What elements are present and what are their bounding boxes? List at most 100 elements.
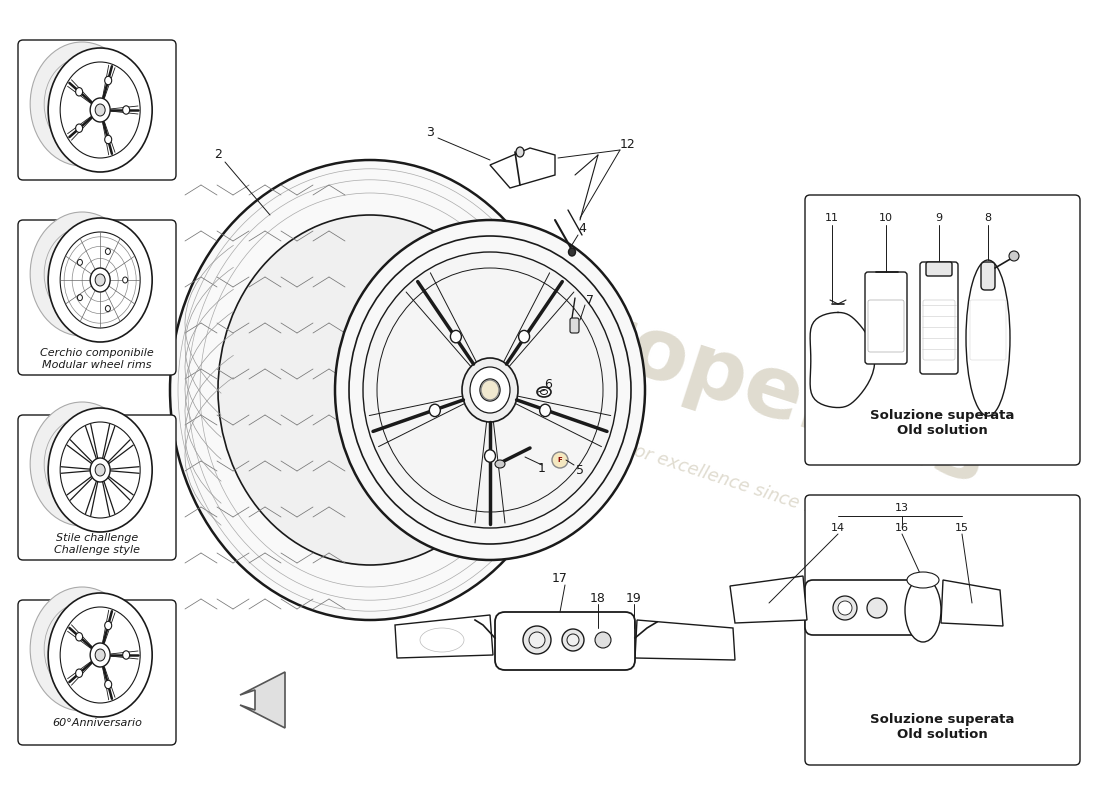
Ellipse shape — [363, 252, 617, 528]
Ellipse shape — [104, 76, 112, 85]
Text: 10: 10 — [879, 213, 893, 223]
Ellipse shape — [77, 259, 82, 266]
Ellipse shape — [529, 632, 544, 648]
Ellipse shape — [60, 607, 140, 703]
Polygon shape — [395, 615, 493, 658]
Ellipse shape — [44, 418, 120, 510]
Text: 16: 16 — [895, 523, 909, 533]
Ellipse shape — [123, 651, 130, 659]
Ellipse shape — [90, 643, 110, 667]
Ellipse shape — [495, 460, 505, 468]
Ellipse shape — [60, 62, 140, 158]
Ellipse shape — [60, 232, 140, 328]
Ellipse shape — [1009, 251, 1019, 261]
Text: Soluzione superata
Old solution: Soluzione superata Old solution — [870, 409, 1014, 437]
Text: 13: 13 — [895, 503, 909, 513]
Ellipse shape — [90, 268, 110, 292]
FancyBboxPatch shape — [570, 318, 579, 333]
FancyBboxPatch shape — [926, 262, 952, 276]
FancyBboxPatch shape — [495, 612, 635, 670]
Polygon shape — [810, 313, 875, 407]
Ellipse shape — [77, 294, 82, 301]
Ellipse shape — [905, 578, 940, 642]
Text: Stile challenge
Challenge style: Stile challenge Challenge style — [54, 533, 140, 554]
Polygon shape — [240, 672, 285, 728]
Ellipse shape — [518, 330, 529, 343]
FancyBboxPatch shape — [865, 272, 907, 364]
Ellipse shape — [30, 587, 134, 711]
Ellipse shape — [480, 379, 501, 401]
Ellipse shape — [522, 626, 551, 654]
Text: 5: 5 — [576, 463, 584, 477]
FancyBboxPatch shape — [805, 195, 1080, 465]
Ellipse shape — [833, 596, 857, 620]
Text: 19: 19 — [626, 591, 642, 605]
Ellipse shape — [484, 450, 495, 462]
Ellipse shape — [76, 87, 82, 96]
Ellipse shape — [104, 622, 112, 630]
FancyBboxPatch shape — [805, 495, 1080, 765]
Text: 4: 4 — [579, 222, 586, 234]
Ellipse shape — [966, 260, 1010, 416]
Ellipse shape — [838, 601, 853, 615]
Ellipse shape — [462, 358, 518, 422]
Ellipse shape — [470, 367, 510, 413]
Ellipse shape — [90, 458, 110, 482]
Ellipse shape — [106, 306, 110, 311]
FancyBboxPatch shape — [805, 580, 925, 635]
Text: Cerchio componibile
Modular wheel rims: Cerchio componibile Modular wheel rims — [40, 348, 154, 370]
Ellipse shape — [540, 404, 551, 417]
FancyBboxPatch shape — [18, 600, 176, 745]
Ellipse shape — [552, 452, 568, 468]
Ellipse shape — [48, 593, 152, 717]
Ellipse shape — [106, 249, 110, 254]
Text: 3: 3 — [426, 126, 433, 138]
Ellipse shape — [44, 228, 120, 320]
Text: a passion for excellence since 1985: a passion for excellence since 1985 — [539, 412, 851, 528]
Text: 17: 17 — [552, 571, 568, 585]
Ellipse shape — [76, 124, 82, 133]
Ellipse shape — [30, 212, 134, 336]
Ellipse shape — [562, 629, 584, 651]
Polygon shape — [490, 148, 556, 188]
Ellipse shape — [595, 632, 610, 648]
Ellipse shape — [566, 634, 579, 646]
Polygon shape — [940, 580, 1003, 626]
Ellipse shape — [170, 160, 570, 620]
FancyBboxPatch shape — [18, 415, 176, 560]
Ellipse shape — [96, 649, 106, 661]
Ellipse shape — [516, 147, 524, 157]
Text: 7: 7 — [586, 294, 594, 306]
Ellipse shape — [48, 48, 152, 172]
Ellipse shape — [60, 422, 140, 518]
FancyBboxPatch shape — [18, 40, 176, 180]
Ellipse shape — [48, 408, 152, 532]
Text: 15: 15 — [955, 523, 969, 533]
Ellipse shape — [30, 402, 134, 526]
Ellipse shape — [96, 104, 106, 116]
Ellipse shape — [44, 603, 120, 695]
FancyBboxPatch shape — [920, 262, 958, 374]
Text: 18: 18 — [590, 591, 606, 605]
Ellipse shape — [90, 98, 110, 122]
Text: 1: 1 — [538, 462, 546, 474]
Ellipse shape — [429, 404, 440, 417]
Polygon shape — [635, 620, 735, 660]
Ellipse shape — [96, 464, 106, 476]
Text: 8: 8 — [984, 213, 991, 223]
Ellipse shape — [48, 218, 152, 342]
Ellipse shape — [76, 669, 82, 678]
Text: 60°Anniversario: 60°Anniversario — [52, 718, 142, 728]
Text: F: F — [558, 457, 562, 463]
Ellipse shape — [30, 42, 134, 166]
Text: 2: 2 — [214, 149, 222, 162]
Ellipse shape — [336, 220, 645, 560]
Text: 9: 9 — [935, 213, 943, 223]
Ellipse shape — [537, 387, 551, 397]
FancyBboxPatch shape — [18, 220, 176, 375]
Ellipse shape — [44, 58, 120, 150]
Text: 11: 11 — [825, 213, 839, 223]
Ellipse shape — [481, 380, 499, 400]
Text: 12: 12 — [620, 138, 636, 151]
Ellipse shape — [908, 572, 939, 588]
